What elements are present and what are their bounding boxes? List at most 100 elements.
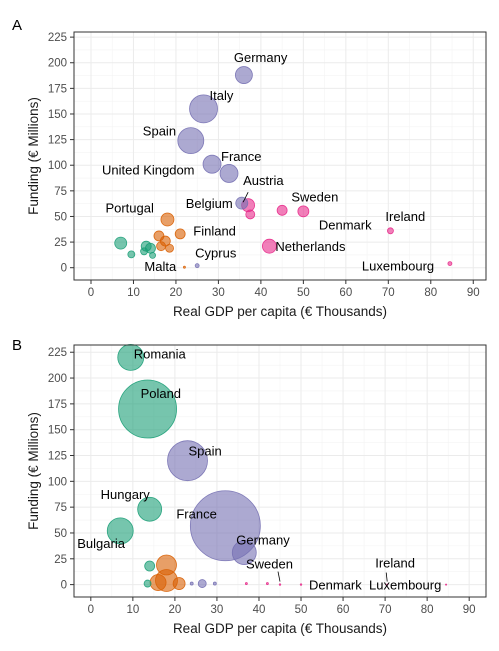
bubble-point (197, 579, 207, 588)
x-tick-label: 60 (339, 287, 352, 299)
bubble-point (212, 581, 217, 586)
point-label-italy: Italy (210, 88, 234, 103)
point-label-belgium: Belgium (186, 196, 233, 211)
y-tick-label: 75 (54, 186, 67, 198)
x-tick-label: 10 (126, 604, 139, 616)
y-tick-label: 200 (48, 58, 67, 70)
x-tick-label: 0 (88, 287, 94, 299)
y-tick-label: 225 (48, 347, 67, 359)
point-label-luxembourg: Luxembourg (362, 259, 434, 274)
bubble-point-portugal (160, 212, 175, 227)
x-tick-label: 30 (212, 287, 225, 299)
panel-tag: B (12, 337, 22, 354)
bubble-point-spain (167, 440, 208, 482)
point-label-denmark: Denmark (319, 217, 372, 232)
y-tick-label: 75 (54, 502, 67, 514)
bubble-point-luxembourg (447, 261, 453, 267)
x-tick-label: 80 (424, 287, 437, 299)
x-tick-label: 20 (170, 287, 183, 299)
point-label-netherlands: Netherlands (275, 239, 346, 254)
point-label-united-kingdom: United Kingdom (102, 162, 195, 177)
panel-tag: A (12, 17, 22, 34)
point-label-ireland: Ireland (375, 556, 415, 571)
bubble-point-luxembourg (445, 583, 448, 586)
y-axis-title: Funding (€ Millions) (26, 412, 41, 530)
bubble-point-germany (234, 66, 253, 84)
plot-background (74, 32, 486, 280)
point-label-cyprus: Cyprus (195, 246, 237, 261)
bubble-point (172, 577, 186, 590)
y-tick-label: 25 (54, 554, 67, 566)
y-tick-label: 125 (48, 135, 67, 147)
bubble-point (244, 582, 248, 585)
bubble-point (156, 241, 166, 252)
y-tick-label: 200 (48, 373, 67, 385)
bubble-point (143, 579, 152, 588)
bubble-point (156, 554, 177, 576)
x-tick-label: 80 (421, 604, 434, 616)
panel-a: 0 10 20 30 40 50 60 70 80 90 0 25 50 75 100 125 150 175 20… (12, 17, 487, 319)
y-tick-label: 50 (54, 528, 67, 540)
x-tick-label: 70 (379, 604, 392, 616)
bubble-point-bulgaria (106, 517, 134, 545)
x-tick-label: 20 (168, 604, 181, 616)
x-tick-label: 40 (253, 604, 266, 616)
bubble-point (189, 581, 194, 586)
x-tick-label: 50 (295, 604, 308, 616)
point-label-spain: Spain (189, 444, 222, 459)
bubble-point (144, 560, 156, 572)
x-tick-label: 0 (88, 604, 94, 616)
y-tick-label: 50 (54, 211, 67, 223)
bubble-point-ireland (386, 583, 389, 586)
bubble-point (140, 247, 148, 256)
bubble-point-ireland (387, 227, 394, 235)
x-tick-label: 40 (254, 287, 267, 299)
bubble-point-sweden (297, 205, 310, 218)
bubble-point-germany (231, 540, 257, 565)
label-leader (242, 192, 249, 203)
bubble-point-hungary (137, 496, 163, 522)
x-axis-title: Real GDP per capita (€ Thousands) (173, 621, 387, 636)
bubble-point-italy (189, 94, 218, 124)
bubble-point (165, 243, 174, 253)
point-label-luxembourg: Luxembourg (369, 578, 441, 593)
y-tick-label: 225 (48, 32, 67, 44)
point-label-denmark: Denmark (309, 578, 362, 593)
point-label-france: France (221, 149, 261, 164)
point-label-sweden: Sweden (291, 189, 338, 204)
bubble-point-finland (245, 209, 256, 220)
y-tick-label: 100 (48, 476, 67, 488)
panel-border (73, 344, 487, 598)
bubble-point-united-kingdom (219, 164, 239, 183)
bubble-point (276, 204, 288, 216)
point-label-malta: Malta (144, 259, 177, 274)
x-tick-label: 90 (467, 287, 480, 299)
y-tick-label: 175 (48, 83, 67, 95)
x-tick-label: 70 (382, 287, 395, 299)
bubble-point-netherlands (261, 238, 277, 254)
x-tick-label: 10 (127, 287, 140, 299)
bubble-point-malta (183, 265, 186, 269)
y-tick-label: 150 (48, 109, 67, 121)
bubble-point-sweden (278, 583, 282, 586)
point-label-romania: Romania (134, 346, 187, 361)
bubble-point-romania (117, 343, 145, 371)
bubble-point (174, 228, 186, 240)
point-label-portugal: Portugal (105, 201, 154, 216)
y-tick-label: 100 (48, 160, 67, 172)
bubble-point-poland (118, 379, 177, 439)
label-leader (385, 572, 388, 582)
bubble-point (265, 582, 269, 585)
bubble-point-spain (177, 127, 205, 155)
x-tick-label: 60 (337, 604, 350, 616)
point-label-austria: Austria (243, 173, 284, 188)
point-label-hungary: Hungary (101, 487, 151, 502)
y-tick-label: 125 (48, 451, 67, 463)
point-label-poland: Poland (141, 386, 181, 401)
point-label-germany: Germany (236, 533, 290, 548)
point-label-spain: Spain (143, 124, 176, 139)
bubble-point-france (202, 154, 222, 174)
bubble-point-belgium (235, 196, 249, 210)
y-tick-label: 175 (48, 399, 67, 411)
